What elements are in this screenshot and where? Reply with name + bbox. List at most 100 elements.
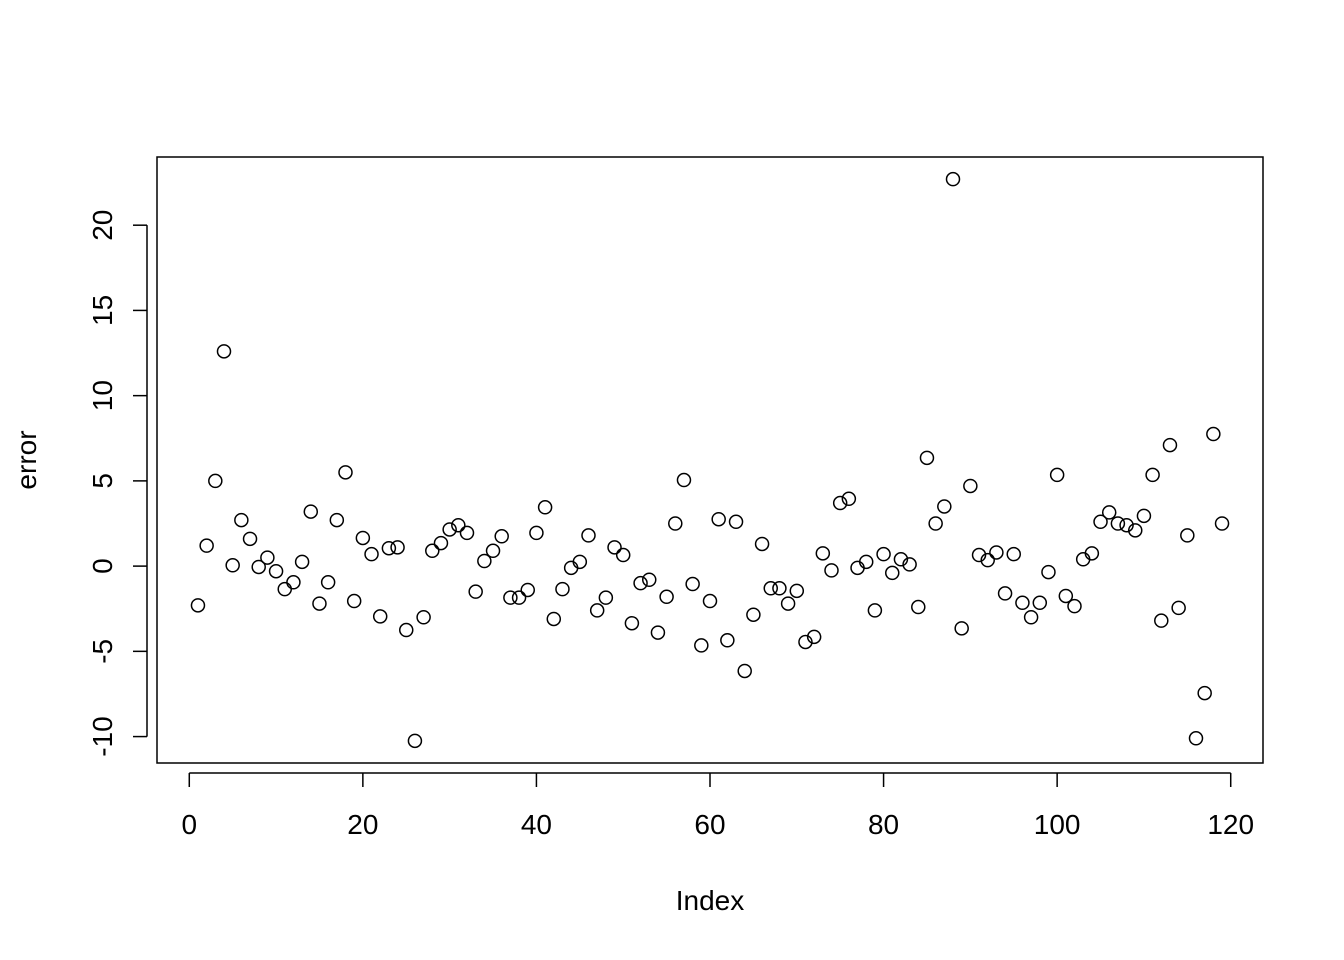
point: [1197, 685, 1212, 701]
point: [511, 590, 527, 605]
point: [477, 553, 492, 569]
point: [989, 545, 1004, 560]
point: [911, 599, 926, 615]
point: [555, 581, 570, 597]
point: [997, 586, 1013, 601]
point: [694, 638, 709, 653]
point: [763, 581, 779, 596]
point: [963, 478, 978, 494]
point: [563, 560, 579, 576]
point: [824, 563, 839, 578]
point: [754, 536, 770, 552]
point: [320, 575, 336, 590]
point: [702, 593, 718, 609]
point: [546, 611, 562, 627]
x-tick-label: 120: [1207, 809, 1254, 840]
point: [1214, 516, 1230, 531]
point: [303, 504, 319, 519]
point: [780, 596, 796, 611]
point: [381, 540, 397, 556]
x-tick-label: 60: [694, 809, 725, 840]
point: [659, 589, 674, 605]
point: [1049, 467, 1065, 483]
point: [199, 538, 214, 553]
point: [832, 495, 848, 511]
point: [676, 472, 692, 488]
point: [1006, 546, 1022, 562]
point: [1180, 528, 1195, 543]
point: [572, 554, 588, 570]
point: [355, 530, 371, 546]
point: [850, 560, 865, 576]
point: [520, 582, 535, 598]
point: [806, 629, 822, 645]
plot-box: [156, 156, 1264, 764]
point: [641, 572, 657, 588]
point: [1128, 523, 1143, 538]
point: [1162, 437, 1178, 453]
point: [1145, 467, 1160, 483]
point: [1067, 598, 1082, 614]
point: [1041, 564, 1056, 580]
point: [234, 512, 249, 528]
point: [858, 554, 874, 570]
point: [1015, 595, 1030, 611]
point: [312, 596, 327, 611]
point: [1171, 600, 1186, 616]
point: [372, 609, 388, 624]
point: [425, 543, 440, 559]
point: [607, 540, 622, 555]
point: [1206, 426, 1221, 442]
point: [1154, 613, 1169, 628]
point: [772, 581, 787, 596]
point: [190, 598, 206, 613]
y-tick-label: -10: [87, 716, 118, 756]
point: [260, 550, 275, 565]
point: [876, 546, 891, 562]
point: [442, 522, 457, 537]
point: [485, 543, 501, 559]
point: [789, 583, 805, 599]
point: [529, 525, 544, 541]
x-tick-label: 80: [868, 809, 899, 840]
point: [1110, 516, 1126, 531]
point: [598, 590, 614, 605]
point: [277, 581, 292, 597]
point: [1075, 552, 1091, 567]
point: [286, 575, 301, 590]
point: [1093, 514, 1108, 530]
x-tick-label: 20: [347, 809, 378, 840]
point: [746, 607, 761, 622]
point: [1032, 595, 1048, 611]
point: [1084, 546, 1100, 561]
point: [1058, 588, 1074, 604]
point: [841, 491, 857, 507]
point: [798, 634, 813, 650]
point: [867, 603, 883, 618]
point: [928, 516, 943, 531]
point: [537, 500, 553, 515]
point: [615, 547, 631, 563]
point: [225, 558, 240, 573]
y-axis-label: error: [11, 430, 42, 489]
point: [945, 171, 961, 187]
point: [737, 663, 752, 679]
x-tick-label: 40: [521, 809, 552, 840]
point: [980, 552, 995, 568]
point: [720, 633, 735, 648]
point: [633, 575, 648, 591]
point: [459, 525, 475, 541]
point: [650, 625, 666, 640]
point: [893, 552, 909, 567]
point: [919, 450, 935, 466]
point: [1188, 731, 1204, 746]
point: [216, 344, 232, 359]
point: [815, 546, 831, 561]
point: [885, 565, 900, 581]
point: [902, 557, 917, 572]
point: [1101, 505, 1117, 520]
point: [251, 559, 266, 575]
point: [954, 621, 969, 636]
point: [346, 593, 362, 609]
